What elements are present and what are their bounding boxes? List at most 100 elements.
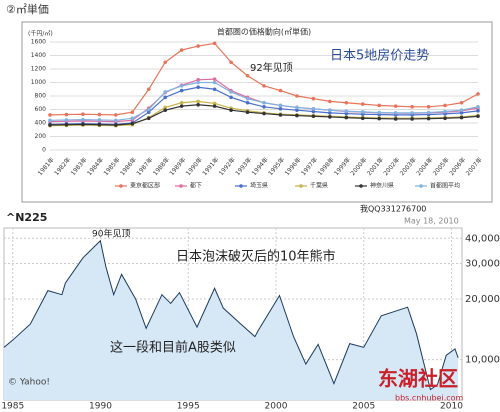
point xyxy=(377,110,382,115)
point xyxy=(459,111,464,115)
point xyxy=(262,100,266,105)
legend-label: 都下 xyxy=(190,182,202,190)
point xyxy=(81,117,85,122)
point xyxy=(443,103,447,108)
y-tick-label: 30,000 xyxy=(465,258,500,269)
watermark-url: bbs.cnhubei.com xyxy=(395,394,464,403)
annotation: 这一段和目前A股类似 xyxy=(110,340,236,356)
point xyxy=(130,116,135,121)
legend-label: 埼玉県 xyxy=(250,182,268,190)
point xyxy=(377,103,382,108)
point xyxy=(196,80,200,85)
y-tick-label: 1400 xyxy=(31,52,46,59)
y-tick-label: 20,000 xyxy=(465,294,500,305)
point xyxy=(393,111,398,115)
point xyxy=(212,41,217,46)
point xyxy=(426,116,431,121)
point xyxy=(459,115,464,120)
point xyxy=(262,105,266,109)
point xyxy=(179,88,184,93)
point xyxy=(262,111,266,116)
point xyxy=(146,116,151,121)
point xyxy=(311,114,316,119)
point xyxy=(360,116,365,121)
point xyxy=(426,110,431,115)
annotation: 日本泡沫破灭后的10年熊市 xyxy=(176,249,336,265)
point xyxy=(163,60,168,65)
point xyxy=(196,99,200,104)
point xyxy=(229,95,233,100)
point xyxy=(311,96,316,101)
annotation: © Yahoo! xyxy=(8,378,50,388)
point xyxy=(476,92,480,96)
point xyxy=(146,107,151,112)
point xyxy=(179,104,184,108)
x-tick-label: 2005 xyxy=(352,402,375,412)
point xyxy=(97,122,102,127)
point xyxy=(328,99,332,104)
point xyxy=(278,103,283,108)
annotation: 90年见顶 xyxy=(92,228,130,240)
point xyxy=(163,90,168,94)
point xyxy=(114,113,118,117)
point xyxy=(245,110,250,114)
y-tick-label: 40,000 xyxy=(465,233,500,244)
annotation: 日本5地房价走势 xyxy=(330,48,429,64)
point xyxy=(163,95,168,100)
point xyxy=(377,116,382,121)
point xyxy=(212,101,217,106)
date-label: May 18, 2010 xyxy=(404,217,459,226)
point xyxy=(179,84,184,88)
point xyxy=(114,123,118,127)
y-tick-label: 800 xyxy=(35,93,47,100)
point xyxy=(212,104,217,108)
y-tick-label: 600 xyxy=(35,106,47,113)
point xyxy=(360,110,365,114)
point xyxy=(81,122,85,127)
point xyxy=(278,113,283,117)
point xyxy=(443,109,447,114)
point xyxy=(328,108,332,112)
point xyxy=(295,108,299,112)
point xyxy=(130,121,135,126)
point xyxy=(410,117,414,121)
y-tick-label: 400 xyxy=(35,120,47,127)
point xyxy=(229,60,233,65)
y-tick-label: 10,000 xyxy=(465,355,500,366)
point xyxy=(410,111,414,115)
series-line xyxy=(3,239,459,391)
point xyxy=(196,102,200,107)
point xyxy=(64,122,69,127)
point xyxy=(48,113,52,117)
point xyxy=(410,105,414,109)
y-axis-label: (千円/㎡) xyxy=(28,30,53,38)
legend-marker xyxy=(119,184,123,188)
x-tick-label: 1985 xyxy=(1,402,24,412)
point xyxy=(114,118,118,123)
point xyxy=(48,118,52,123)
legend-label: 東京都区部 xyxy=(130,182,160,190)
point xyxy=(212,77,217,81)
legend-marker xyxy=(179,184,183,188)
watermark-title: 东湖社区 xyxy=(378,367,458,391)
point xyxy=(344,109,349,113)
point xyxy=(64,112,69,117)
legend-label: 首都圏平均 xyxy=(430,182,460,190)
point xyxy=(179,100,184,105)
point xyxy=(97,118,102,122)
y-tick-label: 1600 xyxy=(31,39,46,46)
x-tick-label: 2010 xyxy=(440,402,463,412)
legend-marker xyxy=(359,184,363,188)
legend-marker xyxy=(299,184,303,188)
y-tick-label: 200 xyxy=(35,133,47,140)
point xyxy=(97,112,102,117)
point xyxy=(245,100,250,105)
point xyxy=(295,94,299,98)
legend-marker xyxy=(419,184,423,188)
point xyxy=(146,110,151,114)
x-tick-label: 2000 xyxy=(265,402,288,412)
area-fill xyxy=(4,240,459,400)
point xyxy=(48,123,52,127)
